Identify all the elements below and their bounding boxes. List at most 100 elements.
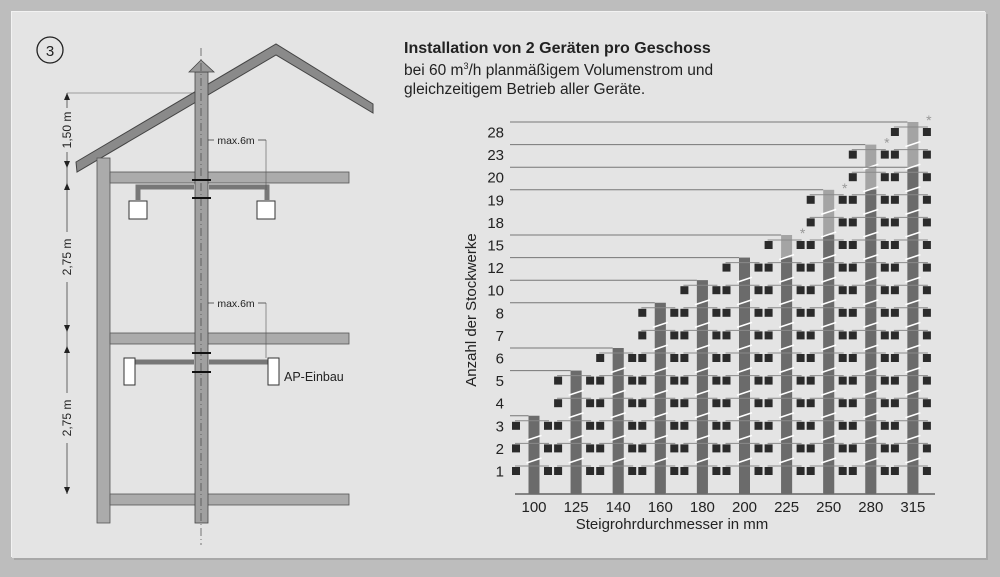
floor-device-marker [596, 444, 605, 453]
floor-device-marker [586, 376, 595, 385]
floor-device-marker [628, 399, 637, 408]
asterisk-mark: * [884, 135, 890, 151]
dimension-label: 1,50 m [60, 112, 74, 149]
floor-device-marker [922, 444, 931, 453]
floor-device-marker [722, 467, 731, 475]
bar-break-slash [863, 299, 879, 306]
device-box [123, 357, 136, 386]
bar-break-slash [652, 434, 669, 442]
floor-device-marker [838, 331, 847, 340]
dimension-label: 2,75 m [60, 400, 74, 437]
floor-device-marker [680, 399, 689, 408]
floor-device-marker [554, 467, 563, 475]
floor-device-marker [890, 218, 899, 227]
floor-device-marker [838, 241, 847, 249]
x-tick-label: 315 [900, 499, 925, 516]
x-tick-label: 140 [606, 499, 631, 516]
floor-device-marker [880, 263, 889, 272]
floor-device-marker [712, 354, 721, 362]
floor-device-marker [544, 467, 552, 475]
floor-device-marker [848, 444, 857, 453]
floor-device-marker [890, 241, 899, 249]
floor-device-marker [754, 308, 763, 317]
floor-device-marker [796, 421, 805, 430]
bar-break-slash [863, 186, 879, 193]
floor-device-marker [638, 376, 647, 385]
floor-device-marker [638, 421, 647, 430]
floor-device-marker [754, 376, 763, 385]
floor-device-marker [890, 150, 899, 159]
bar-break-slash [778, 457, 795, 464]
y-tick-label: 4 [496, 396, 504, 413]
y-tick-label: 19 [487, 192, 504, 209]
bar-break-slash [694, 389, 711, 396]
floor-device-marker [848, 286, 857, 295]
subtitle-text: /h planmäßigem Volumenstrom und [468, 62, 714, 80]
floor-device-marker [890, 421, 899, 430]
bar-break-slash [652, 389, 669, 396]
floor-slab-middle [109, 332, 350, 345]
floor-device-marker [670, 421, 679, 430]
bar-break-slash [863, 276, 879, 283]
floor-device-marker [596, 376, 605, 385]
floor-device-marker [554, 399, 563, 408]
floor-device-marker [922, 376, 931, 385]
bar-break-slash [863, 208, 879, 216]
floor-device-marker [764, 376, 773, 385]
floor-device-marker [922, 399, 931, 408]
floor-device-marker [806, 421, 815, 430]
asterisk-mark: * [842, 180, 848, 196]
floor-device-marker [512, 444, 520, 453]
floor-device-marker [922, 467, 931, 475]
floor-device-marker [838, 467, 847, 475]
bar-break-slash [652, 412, 669, 419]
floor-device-marker [880, 421, 889, 430]
bar-break-slash [905, 366, 921, 374]
bar-break-slash [863, 457, 879, 464]
floor-device-marker [806, 444, 815, 453]
floor-device-marker [806, 263, 815, 272]
device-box [267, 357, 280, 386]
bar-break-slash [820, 321, 837, 329]
bar-break-slash [905, 412, 921, 419]
bar-break-slash [905, 457, 921, 464]
floor-device-marker [880, 286, 889, 295]
bar-break-slash [652, 457, 669, 464]
floor-device-marker [796, 399, 805, 408]
floor-device-marker [880, 150, 889, 159]
x-tick-label: 160 [648, 499, 673, 516]
floor-device-marker [890, 354, 899, 362]
floor-device-marker [712, 376, 721, 385]
bar-break-slash [863, 366, 879, 374]
floor-device-marker [838, 421, 847, 430]
bar-break-slash [736, 276, 753, 283]
floor-device-marker [848, 331, 857, 340]
floor-device-marker [890, 399, 899, 408]
device-label: AP-Einbau [284, 370, 344, 384]
x-tick-label: 225 [774, 499, 799, 516]
floor-device-marker [554, 376, 563, 385]
y-tick-label: 20 [487, 170, 504, 187]
floor-device-marker [796, 286, 805, 295]
floor-device-marker [670, 354, 679, 362]
floor-device-marker [880, 241, 889, 249]
floor-device-marker [796, 376, 805, 385]
floor-device-marker [848, 241, 857, 249]
bar-break-slash [652, 344, 669, 351]
floor-device-marker [680, 286, 689, 295]
bar-break-slash [778, 366, 795, 374]
floor-device-marker [722, 399, 731, 408]
bar-break-slash [778, 412, 795, 419]
floor-device-marker [890, 467, 899, 475]
floor-slab-top [109, 171, 350, 184]
bar-break-slash [820, 457, 837, 464]
floor-device-marker [638, 308, 647, 317]
floor-device-marker [680, 308, 689, 317]
bar-break-slash [820, 344, 837, 351]
floor-device-marker [890, 263, 899, 272]
bar-break-slash [610, 389, 626, 396]
floor-device-marker [806, 195, 815, 204]
floor-device-marker [680, 354, 689, 362]
